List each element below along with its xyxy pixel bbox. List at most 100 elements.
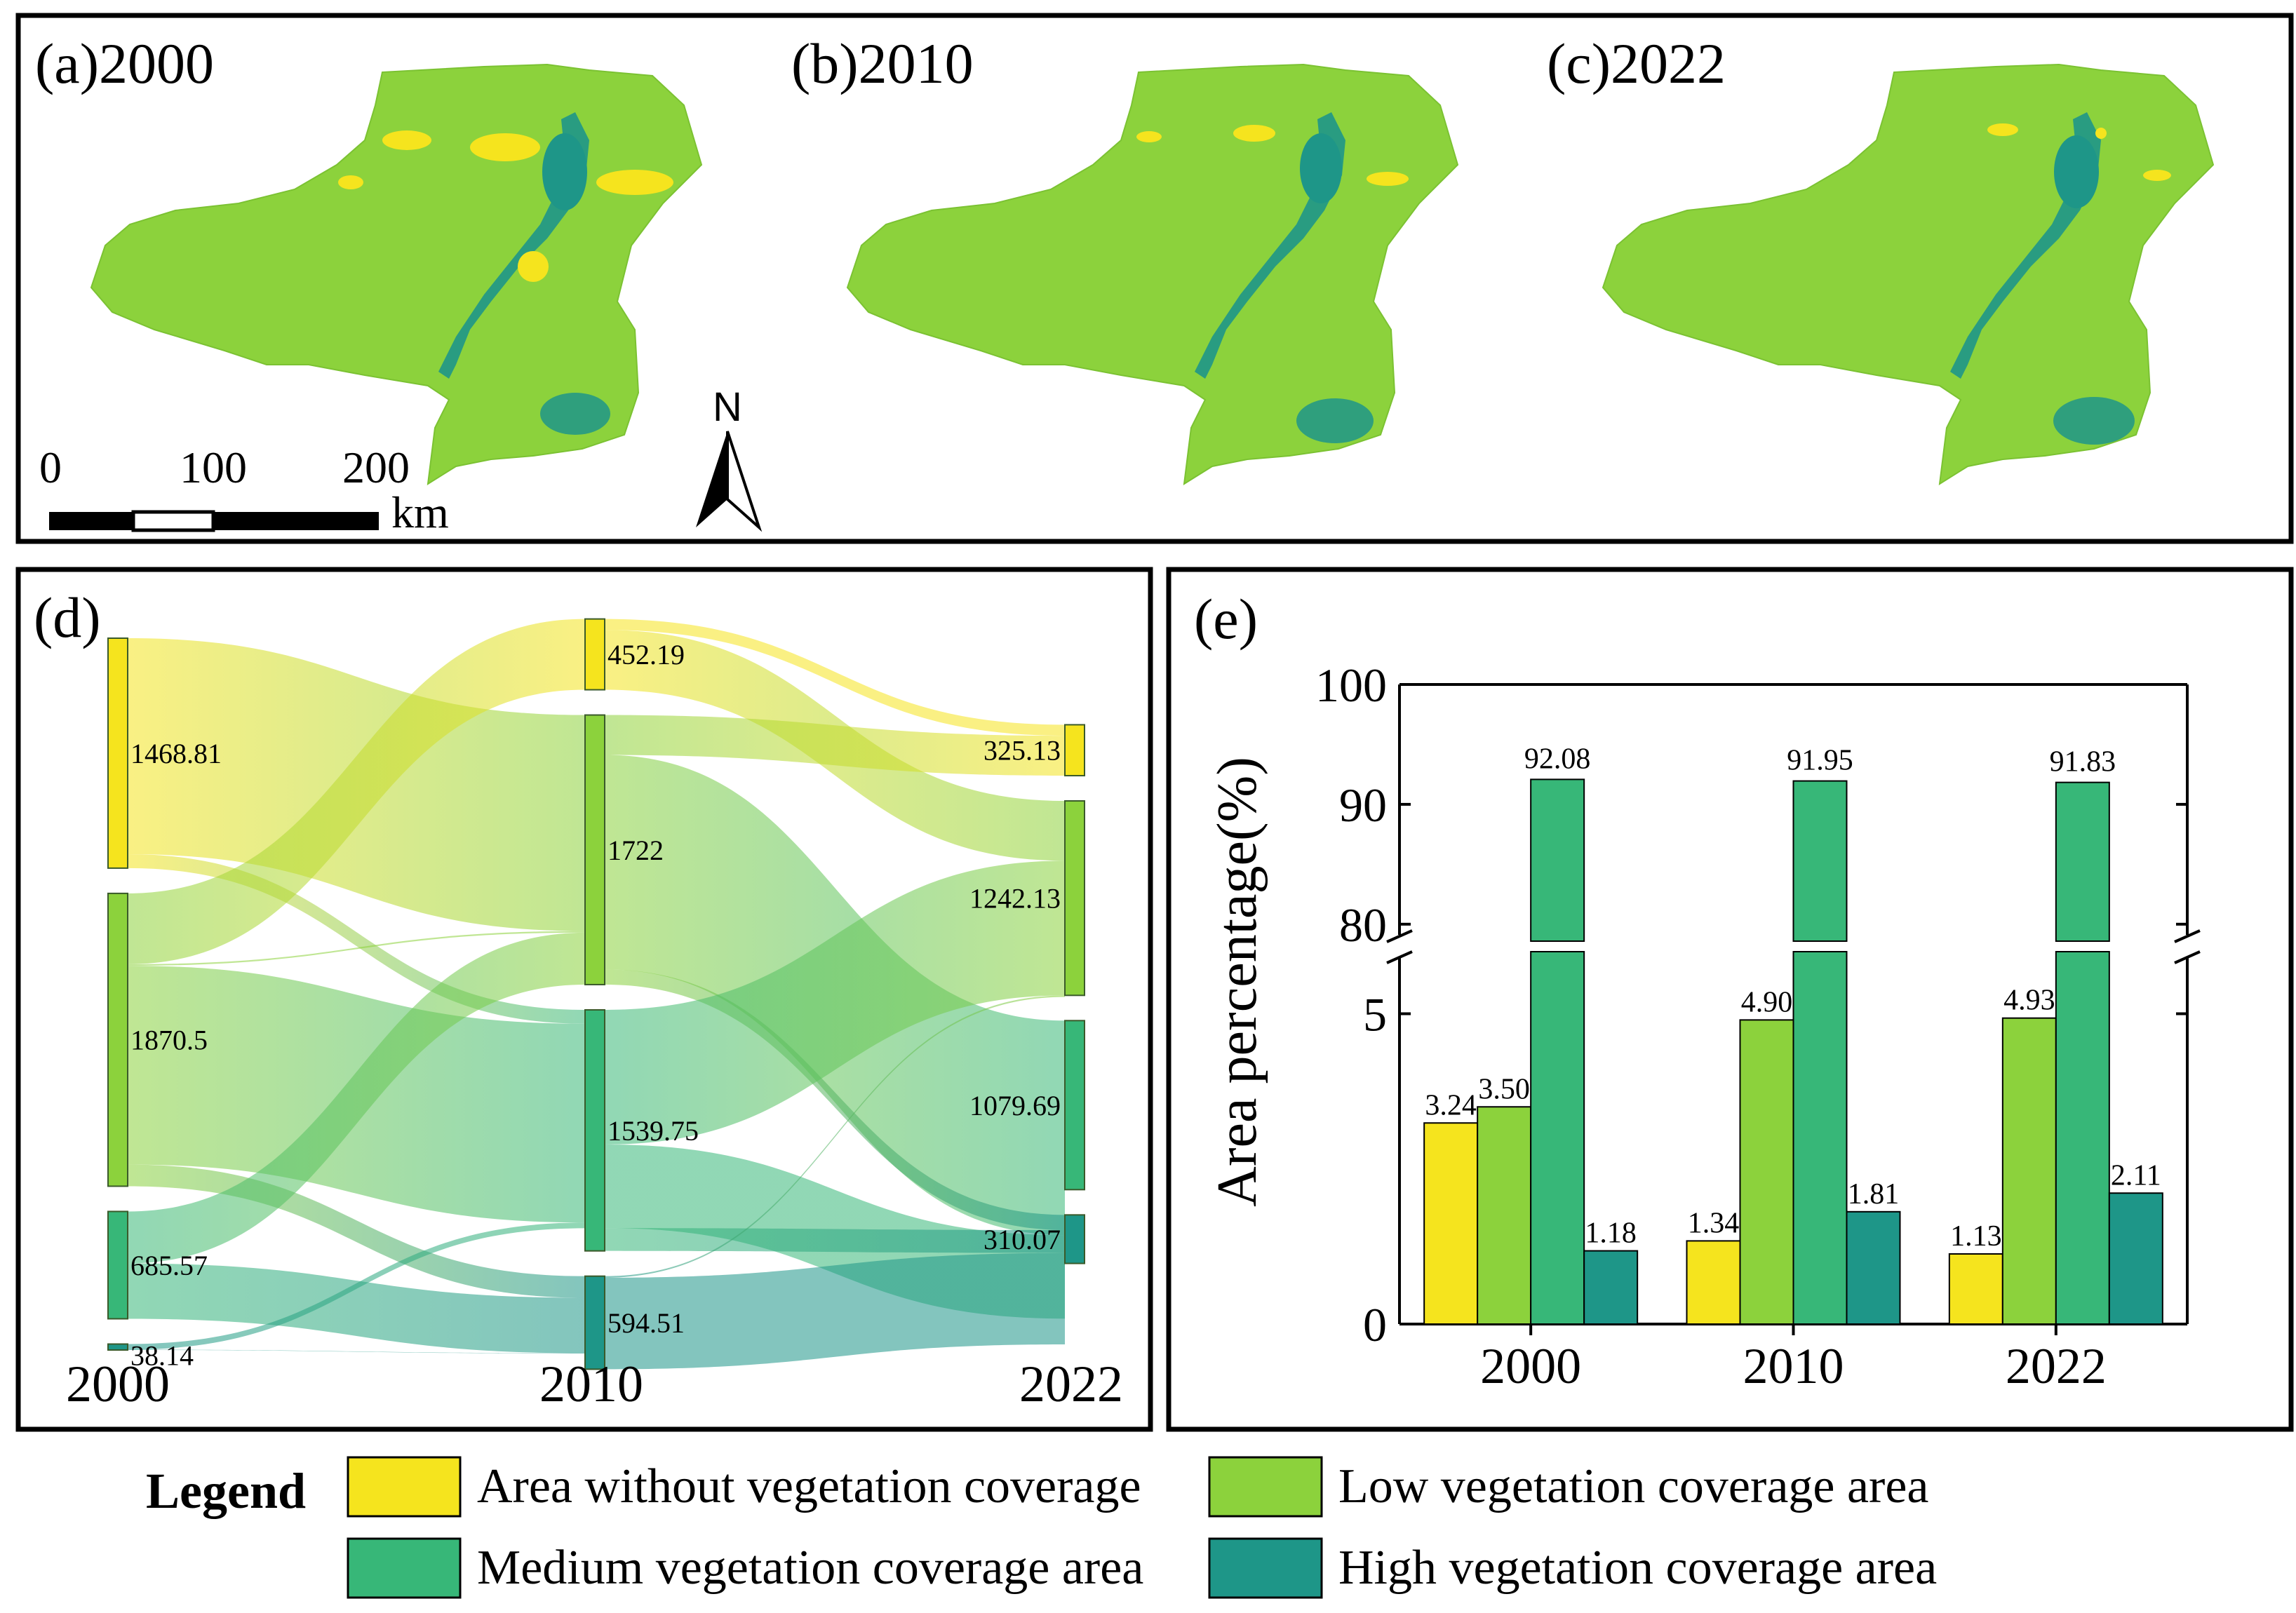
legend-label-low: Low vegetation coverage area <box>1338 1459 1928 1513</box>
bar-label-2010-high: 1.81 <box>1848 1178 1900 1210</box>
bar-label-2010-none: 1.34 <box>1688 1207 1740 1239</box>
sankey-labels: 1468.81 1870.5 685.57 38.14 452.19 1722 1539.7… <box>130 639 1061 1372</box>
scale-unit: km <box>391 487 449 537</box>
sankey-flow-2000-medium-low <box>128 932 585 1264</box>
bar-2000-low <box>1477 1106 1532 1325</box>
x-tick-2010: 2010 <box>1743 1338 1844 1394</box>
bar-label-2000-high: 1.18 <box>1585 1217 1637 1250</box>
sankey-panel-label: (d) <box>34 586 101 649</box>
map-2000: (a)2000 <box>35 32 703 485</box>
legend-swatch-medium <box>347 1537 462 1599</box>
bar-2022-none <box>1948 1253 2003 1325</box>
sankey-node-2010-none <box>584 618 605 691</box>
south-patch <box>2053 397 2135 445</box>
sankey-frame <box>15 567 1153 1432</box>
sankey-flow-2010-low-high <box>605 969 1065 1230</box>
bar-label-2010-medium: 91.95 <box>1787 745 1853 777</box>
barren-patch <box>382 130 431 150</box>
bar-2000-none <box>1423 1122 1479 1325</box>
sankey-flow-2010-high-high <box>605 1253 1065 1370</box>
sankey-year-2010: 2010 <box>539 1356 643 1413</box>
axis-break-mark <box>1386 950 1413 964</box>
map-2010-title: (b)2010 <box>791 32 974 95</box>
barren-patch <box>1987 123 2018 136</box>
sankey-node-label-2022-high: 310.07 <box>983 1224 1061 1255</box>
sankey-year-2022: 2022 <box>1019 1356 1123 1413</box>
bar-2000-medium-lower <box>1530 951 1585 1325</box>
sankey-node-label-2000-none: 1468.81 <box>130 738 222 769</box>
map-2022: (c)2022 <box>1547 32 2215 485</box>
barren-patch <box>596 170 673 195</box>
sankey-node-2010-high <box>584 1275 605 1370</box>
bar-label-2022-low: 4.93 <box>2003 985 2055 1017</box>
bar-label-2000-none: 3.24 <box>1425 1089 1477 1121</box>
bar-2022-low <box>2001 1017 2057 1325</box>
sankey-flow-2010-none-none <box>605 619 1065 736</box>
sankey-node-label-2000-low: 1870.5 <box>130 1025 208 1056</box>
bar-value-labels: 3.243.50 92.08 1.18 1.34 4.90 91.95 1.81 1.13 4.… <box>1425 743 2161 1253</box>
x-tick-2022: 2022 <box>2006 1338 2107 1394</box>
sankey-year-2000: 2000 <box>66 1356 170 1413</box>
bar-panel: (e) Area percentage(%) 3.243.50 92.08 1.18… <box>1166 567 2294 1432</box>
legend-swatch-none <box>347 1456 462 1518</box>
scale-seg-1 <box>49 512 133 530</box>
sankey-node-label-2022-none: 325.13 <box>983 735 1061 767</box>
scale-tick-0: 0 <box>39 443 62 492</box>
y-tick-80: 80 <box>1339 898 1387 952</box>
sankey-node-label-2010-high: 594.51 <box>607 1307 685 1339</box>
sankey-flow-2010-high-low <box>605 995 1065 1278</box>
sankey-node-2000-high <box>107 1343 128 1351</box>
bar-label-2022-medium: 91.83 <box>2050 746 2116 778</box>
sankey-node-label-2010-none: 452.19 <box>607 639 685 670</box>
legend-swatch-low <box>1208 1456 1323 1518</box>
bar-y-axis-label: Area percentage(%) <box>1207 757 1268 1207</box>
map-panel-frame <box>15 13 2294 544</box>
legend-label-none: Area without vegetation coverage <box>477 1459 1141 1513</box>
scale-tick-100: 100 <box>180 443 247 492</box>
barren-patch <box>338 175 363 189</box>
barren-patch <box>470 133 540 161</box>
bar-label-2000-low: 3.50 <box>1478 1073 1530 1105</box>
sankey-node-label-2022-low: 1242.13 <box>969 883 1061 915</box>
north-arrow-icon: N <box>696 384 763 532</box>
y-tick-90: 90 <box>1339 778 1387 832</box>
bar-2010-medium-upper <box>1792 780 1848 942</box>
bar-marks <box>1423 778 2163 1325</box>
barren-patch <box>1367 172 1409 186</box>
bar-2000-medium-upper <box>1530 778 1585 942</box>
axis-break-mark <box>1386 929 1413 943</box>
legend-label-high: High vegetation coverage area <box>1338 1541 1937 1595</box>
map-2010: (b)2010 <box>791 32 1459 485</box>
lake-patch <box>542 133 587 210</box>
lake-patch <box>1300 133 1342 203</box>
south-patch <box>540 393 610 435</box>
sankey-node-label-2000-high: 38.14 <box>130 1340 194 1372</box>
axis-break-mark <box>2174 929 2201 943</box>
sankey-node-label-2000-medium: 685.57 <box>130 1250 208 1281</box>
scale-seg-2 <box>131 510 215 532</box>
y-tick-5: 5 <box>1363 988 1387 1041</box>
barren-patch <box>2143 170 2171 181</box>
scale-tick-200: 200 <box>342 443 410 492</box>
sankey-node-2000-none <box>107 637 128 869</box>
river-valley <box>438 112 589 379</box>
axis-break-mark <box>2174 950 2201 964</box>
sankey-nodes <box>107 618 1085 1370</box>
sankey-flow-2000-low-none <box>128 619 585 964</box>
sankey-node-label-2010-low: 1722 <box>607 835 664 866</box>
barren-patch <box>1233 125 1275 142</box>
sankey-node-2022-low <box>1064 800 1085 997</box>
barren-patch <box>2095 128 2107 139</box>
map-panel: (a)2000 (b)2010 <box>15 13 2294 544</box>
sankey-node-2022-medium <box>1064 1020 1085 1191</box>
sankey-panel: (d) 1468.81 1870.5 685.57 38.14 452.19 1722 15… <box>15 567 1153 1432</box>
map-2022-title: (c)2022 <box>1547 32 1726 95</box>
barren-patch <box>1136 131 1162 142</box>
bar-label-2010-low: 4.90 <box>1741 986 1793 1018</box>
south-patch <box>1296 398 1374 443</box>
bar-panel-label: (e) <box>1194 587 1258 651</box>
sankey-node-2010-medium <box>584 1008 605 1252</box>
bar-2022-medium-lower <box>2055 951 2110 1325</box>
scale-seg-3 <box>213 512 379 530</box>
sankey-flow-2000-low-low <box>128 931 585 966</box>
